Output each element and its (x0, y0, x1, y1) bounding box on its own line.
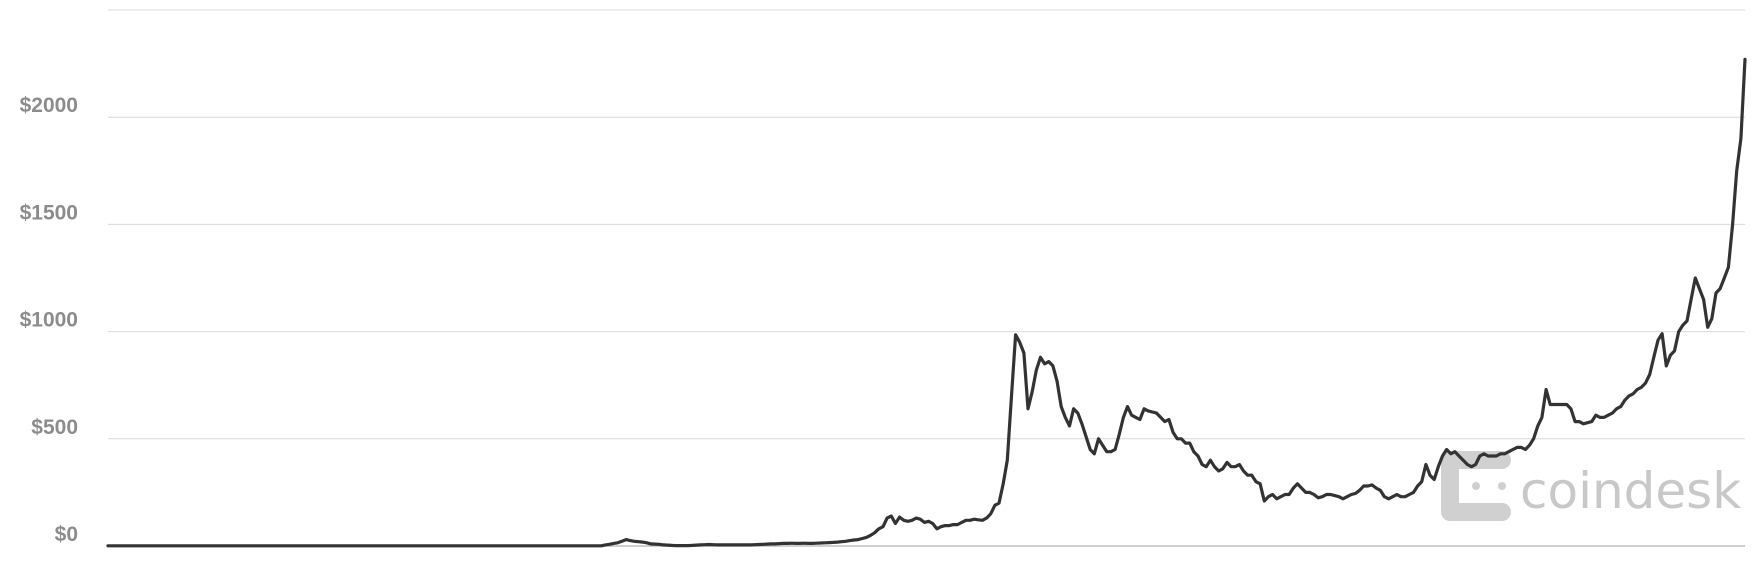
y-tick-label: $2000 (20, 94, 78, 117)
gridlines (108, 9, 1745, 547)
coindesk-logo-icon (1441, 451, 1511, 521)
y-tick-label: $1500 (20, 201, 78, 224)
coindesk-wordmark: coindesk (1520, 462, 1741, 520)
coindesk-watermark: coindesk (1441, 451, 1741, 521)
y-tick-label: $1000 (20, 309, 78, 332)
y-tick-label: $500 (31, 416, 78, 439)
y-axis-ticks: $0 $500 $1000 $1500 $2000 (20, 94, 78, 546)
price-series-line (106, 57, 1747, 548)
y-tick-label: $0 (55, 523, 78, 546)
series-layer (106, 57, 1747, 548)
